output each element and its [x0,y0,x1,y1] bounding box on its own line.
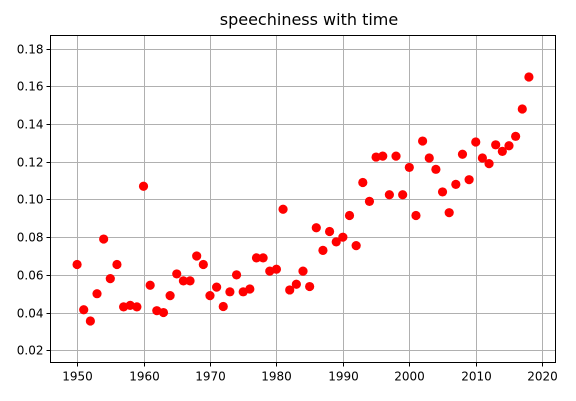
data-point [457,149,468,159]
data-point [178,276,188,286]
data-point [504,141,514,151]
data-point [384,190,394,200]
data-point [451,179,461,189]
data-point [511,131,521,141]
data-point [158,307,169,318]
data-point [132,302,142,312]
x-tick-label: 1980 [261,370,292,384]
x-tick-label: 2020 [527,370,558,384]
data-point [251,253,262,263]
data-point [271,264,282,274]
data-point [497,146,507,157]
data-point [99,234,109,244]
chart-title: speechiness with time [220,10,398,29]
data-point [324,226,335,237]
data-point [105,274,115,284]
x-tick-label: 2000 [394,370,425,384]
data-point [444,208,454,218]
data-point [112,259,122,270]
data-point [351,241,361,251]
data-point [358,177,368,188]
data-point [258,253,268,263]
y-tick-label: 0.04 [17,307,44,321]
data-point [391,151,401,161]
x-tick-label: 1970 [195,370,226,384]
data-point [218,301,228,312]
data-point [411,210,421,221]
data-point [437,187,448,197]
data-points [72,72,534,326]
data-point [72,259,82,270]
x-tick-label: 1950 [62,370,93,384]
data-point [331,237,341,247]
data-point [517,104,527,114]
data-point [85,316,95,326]
data-point [291,279,301,289]
data-point [285,285,295,295]
data-point [92,289,102,299]
data-point [298,266,308,276]
x-axis: 1950 1960 1970 1980 1990 2000 2010 2020 [62,362,558,384]
data-point [318,245,328,255]
y-tick-label: 0.10 [17,193,44,207]
data-point [205,290,215,301]
data-point [431,164,441,174]
data-point [172,269,182,279]
data-point [165,290,175,301]
data-point [424,153,434,163]
data-point [138,181,149,191]
data-point [338,232,348,242]
x-tick-label: 2010 [461,370,492,384]
data-point [225,287,235,297]
data-point [212,282,222,292]
data-point [484,159,494,169]
data-point [398,190,408,200]
y-tick-label: 0.06 [17,269,44,283]
y-tick-label: 0.12 [17,156,44,170]
x-tick-label: 1990 [328,370,359,384]
data-point [231,270,242,280]
y-tick-label: 0.16 [17,80,44,94]
x-tick-label: 1960 [129,370,160,384]
grid [50,35,556,363]
data-point [464,175,474,185]
data-point [364,196,375,206]
y-tick-label: 0.18 [17,43,44,57]
y-tick-label: 0.14 [17,118,44,132]
data-point [418,136,428,146]
data-point [192,251,202,261]
data-point [471,137,481,147]
data-point [477,153,488,163]
data-point [404,162,414,173]
y-tick-label: 0.02 [17,344,44,358]
data-point [524,72,534,82]
data-point [491,140,501,150]
data-point [344,210,355,221]
data-point [198,259,208,270]
data-point [311,223,321,233]
data-point [378,151,388,161]
data-point [278,204,288,214]
y-tick-label: 0.08 [17,231,44,245]
data-point [245,284,255,294]
data-point [185,276,195,286]
data-point [79,305,89,315]
data-point [145,280,155,290]
data-point [305,281,315,292]
y-axis: 0.02 0.04 0.06 0.08 0.10 0.12 0.14 0.16 0.18 [17,43,51,358]
